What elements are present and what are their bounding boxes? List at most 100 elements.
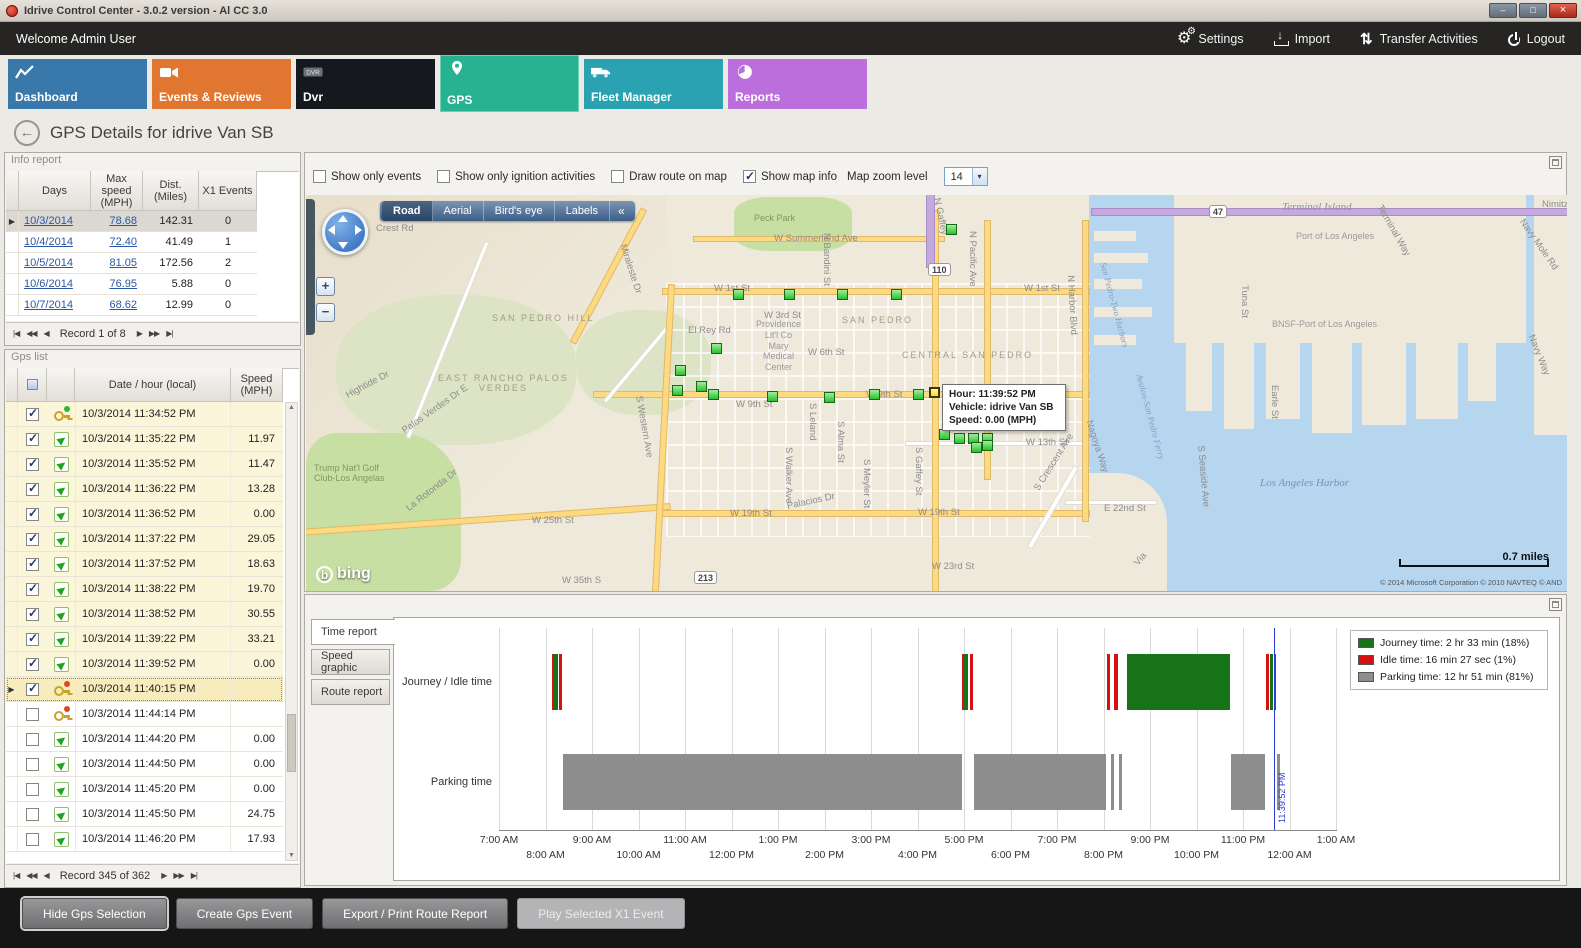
column-header-x1-events[interactable]: X1 Events: [199, 171, 257, 211]
gps-marker[interactable]: [946, 224, 957, 235]
first-page-button[interactable]: |◀: [13, 329, 20, 338]
max-speed-link[interactable]: 68.62: [109, 299, 137, 311]
show-map-info-checkbox[interactable]: Show map info: [742, 169, 837, 183]
gps-marker[interactable]: [954, 433, 965, 444]
gps-list-scrollbar[interactable]: ▲ ▼: [285, 402, 298, 861]
gps-list-row[interactable]: 10/3/2014 11:44:50 PM 0.00: [6, 752, 283, 777]
max-speed-link[interactable]: 72.40: [109, 236, 137, 248]
max-speed-link[interactable]: 78.68: [109, 215, 137, 227]
gps-list-row[interactable]: 10/3/2014 11:44:20 PM 0.00: [6, 727, 283, 752]
max-speed-link[interactable]: 81.05: [109, 257, 137, 269]
row-checkbox[interactable]: [26, 581, 39, 596]
next-page-button[interactable]: ▶: [136, 329, 143, 338]
selected-gps-marker[interactable]: [929, 387, 940, 398]
row-checkbox[interactable]: [26, 606, 39, 621]
map-style-road[interactable]: Road: [382, 201, 433, 221]
row-checkbox[interactable]: [26, 481, 39, 496]
tab-events-reviews[interactable]: Events & Reviews: [152, 59, 291, 109]
info-report-row[interactable]: 10/5/2014 81.05 172.56 2: [6, 253, 257, 274]
gps-list-row[interactable]: 10/3/2014 11:35:52 PM 11.47: [6, 452, 283, 477]
fast-next-button[interactable]: ▶▶: [173, 871, 184, 880]
titlebar[interactable]: Idrive Control Center - 3.0.2 version - …: [0, 0, 1581, 22]
tab-dvr[interactable]: DVR Dvr: [296, 59, 435, 109]
gps-list-row[interactable]: 10/3/2014 11:39:22 PM 33.21: [6, 627, 283, 652]
gps-list-row[interactable]: 10/3/2014 11:35:22 PM 11.97: [6, 427, 283, 452]
gps-list-row[interactable]: 10/3/2014 11:45:20 PM 0.00: [6, 777, 283, 802]
next-page-button[interactable]: ▶: [161, 871, 167, 880]
map-pan-compass[interactable]: [322, 209, 368, 255]
maximize-button[interactable]: □: [1519, 3, 1547, 18]
info-report-row[interactable]: ▶ 10/3/2014 78.68 142.31 0: [6, 211, 257, 232]
map-zoom-level-select[interactable]: 14 ▾: [943, 167, 988, 186]
row-checkbox[interactable]: [26, 681, 39, 696]
gps-list-row[interactable]: 10/3/2014 11:37:52 PM 18.63: [6, 552, 283, 577]
draw-route-on-map-checkbox[interactable]: Draw route on map: [611, 170, 727, 183]
row-checkbox[interactable]: [26, 531, 39, 546]
scroll-up-icon[interactable]: ▲: [288, 404, 295, 411]
gps-list-row[interactable]: 10/3/2014 11:36:22 PM 13.28: [6, 477, 283, 502]
scroll-down-icon[interactable]: ▼: [288, 852, 295, 859]
tab-route-report[interactable]: Route report: [311, 679, 390, 705]
gps-marker[interactable]: [982, 440, 993, 451]
tab-gps[interactable]: GPS: [440, 55, 579, 112]
gps-marker[interactable]: [711, 343, 722, 354]
bing-map[interactable]: Crest Rd Peck Park W Summerland Ave Mirales…: [306, 195, 1567, 591]
gps-list-row[interactable]: 10/3/2014 11:38:52 PM 30.55: [6, 602, 283, 627]
gps-marker[interactable]: [672, 385, 683, 396]
row-checkbox[interactable]: [26, 406, 39, 421]
gps-list-row[interactable]: 10/3/2014 11:34:52 PM: [6, 402, 283, 427]
fast-next-button[interactable]: ▶▶: [148, 329, 160, 338]
gps-marker[interactable]: [675, 365, 686, 376]
tab-speed-graphic[interactable]: Speed graphic: [311, 649, 390, 675]
scrollbar-thumb[interactable]: [287, 713, 296, 772]
day-link[interactable]: 10/6/2014: [24, 278, 73, 290]
map-style-bird-s-eye[interactable]: Bird's eye: [484, 201, 555, 221]
gps-list-row[interactable]: 10/3/2014 11:44:14 PM: [6, 702, 283, 727]
pan-left-icon[interactable]: [328, 225, 335, 235]
tab-dashboard[interactable]: Dashboard: [8, 59, 147, 109]
gps-marker[interactable]: [837, 289, 848, 300]
export-print-route-report-button[interactable]: Export / Print Route Report: [322, 898, 509, 929]
fast-prev-button[interactable]: ◀◀: [26, 871, 37, 880]
row-checkbox[interactable]: [26, 456, 39, 471]
last-page-button[interactable]: ▶|: [190, 871, 198, 880]
gps-marker[interactable]: [767, 391, 778, 402]
tab-fleet-manager[interactable]: Fleet Manager: [584, 59, 723, 109]
row-checkbox[interactable]: [26, 556, 39, 571]
gps-list-row[interactable]: ▶ 10/3/2014 11:40:15 PM: [6, 677, 283, 702]
gps-list-row[interactable]: 10/3/2014 11:39:52 PM 0.00: [6, 652, 283, 677]
maximize-chart-panel-button[interactable]: [1549, 598, 1562, 611]
tab-time-report[interactable]: Time report: [311, 619, 395, 645]
gps-marker[interactable]: [696, 381, 707, 392]
show-only-events-checkbox[interactable]: Show only events: [313, 170, 421, 183]
row-checkbox[interactable]: [26, 707, 39, 721]
row-checkbox[interactable]: [26, 832, 39, 846]
prev-page-button[interactable]: ◀: [43, 329, 50, 338]
day-link[interactable]: 10/5/2014: [24, 257, 73, 269]
row-checkbox[interactable]: [26, 431, 39, 446]
gps-list-row[interactable]: 10/3/2014 11:37:22 PM 29.05: [6, 527, 283, 552]
row-checkbox[interactable]: [26, 782, 39, 796]
gps-marker[interactable]: [784, 289, 795, 300]
row-checkbox[interactable]: [26, 732, 39, 746]
day-link[interactable]: 10/4/2014: [24, 236, 73, 248]
row-checkbox[interactable]: [26, 757, 39, 771]
pan-up-icon[interactable]: [338, 215, 348, 222]
settings-button[interactable]: ⚙ ⚙ Settings: [1177, 26, 1244, 48]
day-link[interactable]: 10/7/2014: [24, 299, 73, 311]
show-only-ignition-activities-checkbox[interactable]: Show only ignition activities: [437, 170, 595, 183]
import-button[interactable]: ↓ Import: [1273, 28, 1330, 46]
row-checkbox[interactable]: [26, 631, 39, 646]
map-style-aerial[interactable]: Aerial: [433, 201, 484, 221]
map-side-panel-handle[interactable]: [306, 199, 315, 335]
gps-list-row[interactable]: 10/3/2014 11:36:52 PM 0.00: [6, 502, 283, 527]
gps-marker[interactable]: [733, 289, 744, 300]
gps-list-row[interactable]: 10/3/2014 11:38:22 PM 19.70: [6, 577, 283, 602]
collapse-toolbar-button[interactable]: «: [618, 204, 625, 218]
maximize-map-panel-button[interactable]: [1549, 156, 1562, 169]
column-header-speed[interactable]: Speed (MPH): [231, 368, 283, 402]
select-column-header[interactable]: [18, 368, 47, 402]
close-button[interactable]: ×: [1549, 3, 1577, 18]
max-speed-link[interactable]: 76.95: [109, 278, 137, 290]
pan-right-icon[interactable]: [355, 225, 362, 235]
